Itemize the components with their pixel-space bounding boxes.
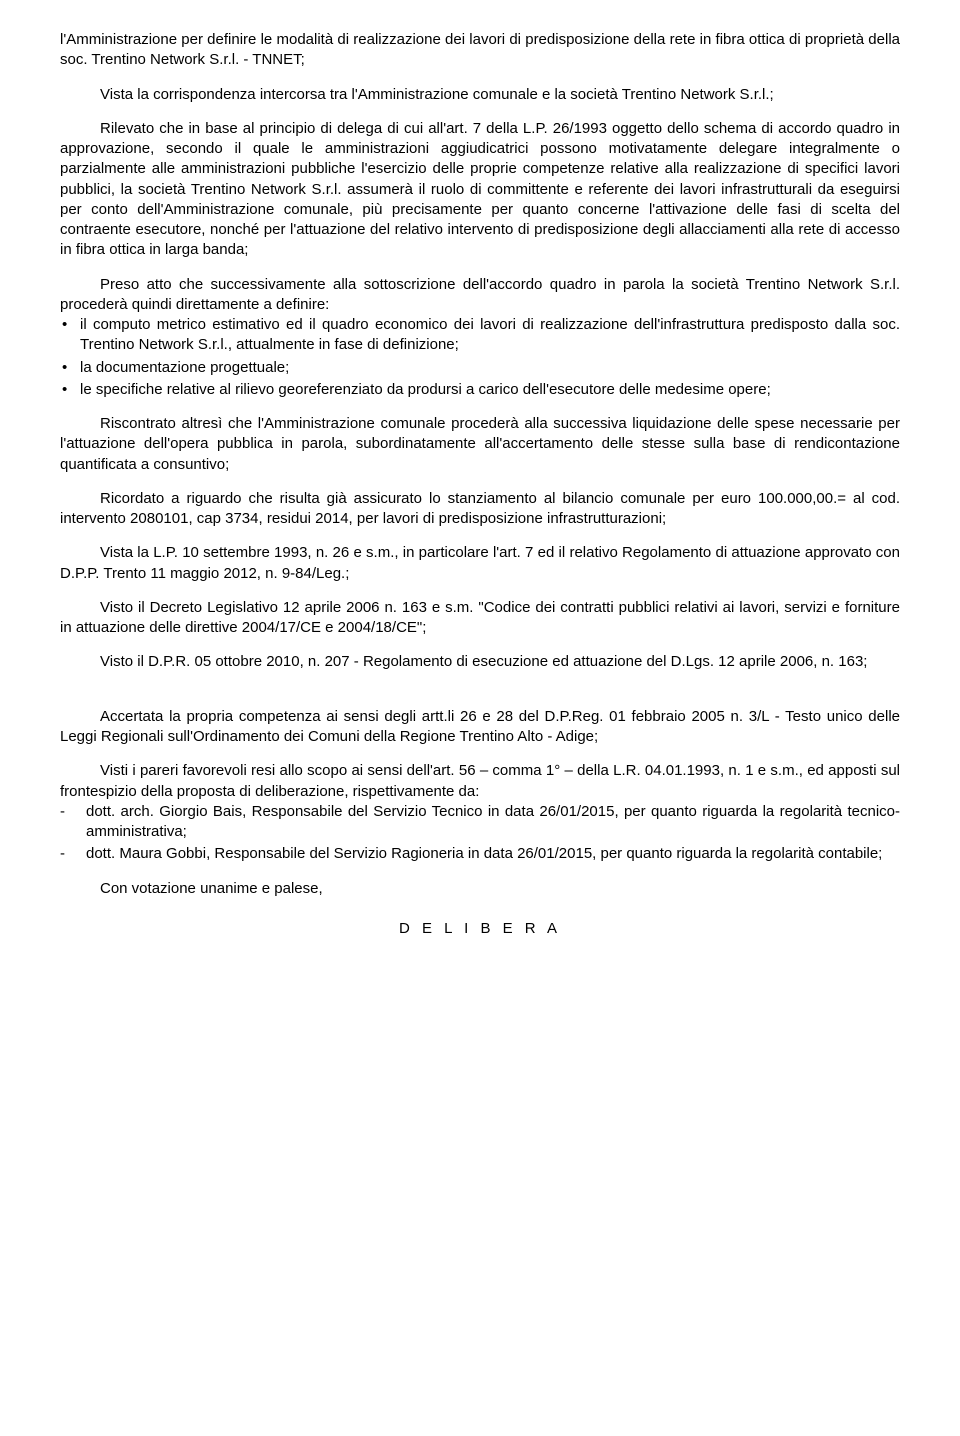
paragraph-12: Con votazione unanime e palese, <box>60 879 900 899</box>
paragraph-11: Visti i pareri favorevoli resi allo scop… <box>60 761 900 802</box>
paragraph-8: Visto il Decreto Legislativo 12 aprile 2… <box>60 598 900 639</box>
delibera-heading: D E L I B E R A <box>60 919 900 939</box>
bullet-list-1: il computo metrico estimativo ed il quad… <box>60 315 900 400</box>
paragraph-4: Preso atto che successivamente alla sott… <box>60 275 900 316</box>
paragraph-2: Vista la corrispondenza intercorsa tra l… <box>60 85 900 105</box>
paragraph-5: Riscontrato altresì che l'Amministrazion… <box>60 414 900 475</box>
paragraph-1: l'Amministrazione per definire le modali… <box>60 30 900 71</box>
list-item: le specifiche relative al rilievo georef… <box>60 380 900 400</box>
list-item: dott. Maura Gobbi, Responsabile del Serv… <box>60 844 900 864</box>
list-item: la documentazione progettuale; <box>60 358 900 378</box>
paragraph-6: Ricordato a riguardo che risulta già ass… <box>60 489 900 530</box>
paragraph-3: Rilevato che in base al principio di del… <box>60 119 900 261</box>
dash-list-2: dott. arch. Giorgio Bais, Responsabile d… <box>60 802 900 865</box>
paragraph-10: Accertata la propria competenza ai sensi… <box>60 707 900 748</box>
list-item: dott. arch. Giorgio Bais, Responsabile d… <box>60 802 900 843</box>
paragraph-7: Vista la L.P. 10 settembre 1993, n. 26 e… <box>60 543 900 584</box>
paragraph-9: Visto il D.P.R. 05 ottobre 2010, n. 207 … <box>60 652 900 672</box>
list-item: il computo metrico estimativo ed il quad… <box>60 315 900 356</box>
